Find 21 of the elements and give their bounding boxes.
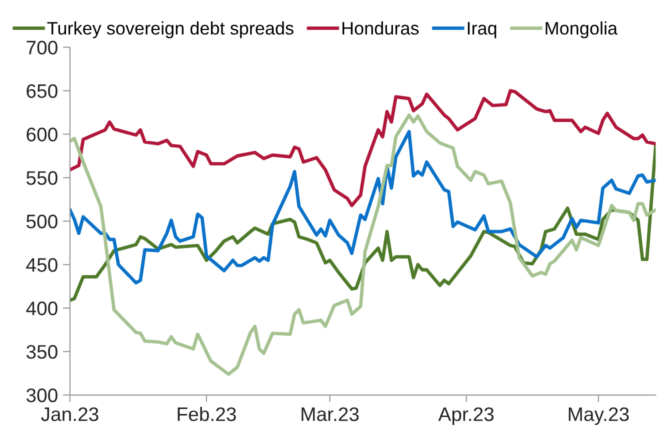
x-tick-label: Jan.23 [41, 407, 98, 422]
legend-label: Iraq [468, 22, 496, 38]
legend-label: Honduras [342, 21, 419, 35]
x-tick-label: Mar.23 [302, 407, 359, 422]
y-tick-label: 600 [26, 128, 58, 142]
y-tick-label: 350 [26, 345, 58, 359]
y-tick-label: 650 [26, 84, 58, 98]
y-tick-label: 500 [26, 214, 58, 228]
y-tick-label: 400 [26, 302, 58, 316]
y-tick-label: 450 [26, 258, 58, 272]
line-series [70, 113, 656, 376]
y-tick-label: 700 [26, 40, 58, 54]
line-series [70, 130, 656, 285]
x-tick-label: Feb.23 [178, 406, 236, 422]
legend-label: Turkey sovereign debt spreads [47, 21, 294, 38]
line-series [70, 89, 656, 208]
x-tick-label: May.23 [568, 407, 629, 425]
y-tick-label: 300 [26, 388, 58, 402]
legend-label: Mongolia [546, 21, 618, 38]
y-tick-label: 550 [26, 171, 58, 185]
x-tick-label: Apr.23 [438, 407, 494, 425]
